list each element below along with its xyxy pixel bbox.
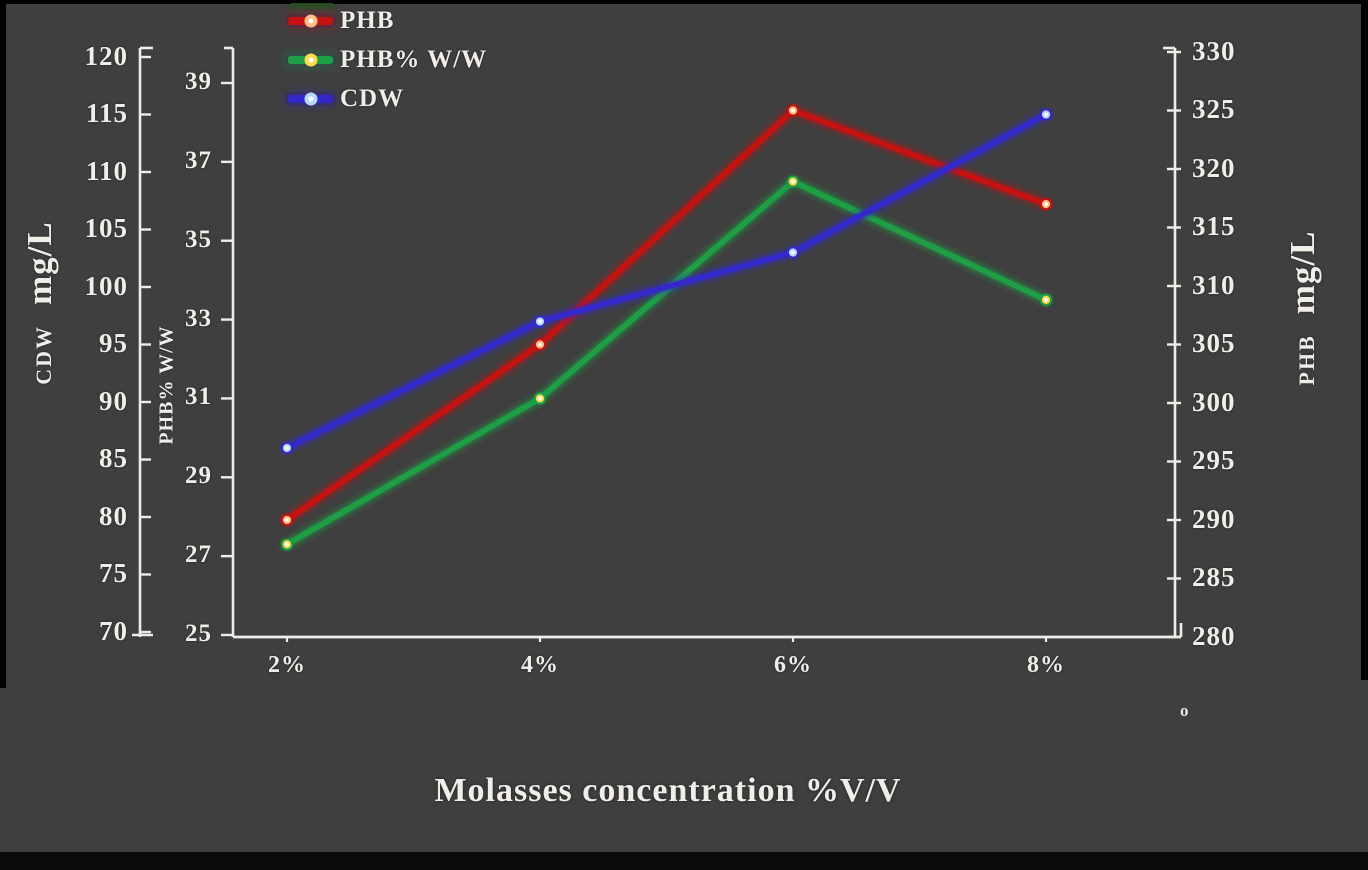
- frame-border-right: [1361, 0, 1368, 680]
- frame-border-bottom: [0, 852, 1368, 870]
- tick-label: 300: [1192, 386, 1236, 417]
- legend-label-phb-pct: PHB% W/W: [340, 45, 488, 73]
- tick-label: 37: [185, 146, 212, 174]
- tick-label: 27: [185, 541, 212, 569]
- data-point-marker: [280, 513, 294, 527]
- data-point-marker: [786, 246, 800, 259]
- tick-label: 70: [99, 615, 128, 646]
- tick-label: 120: [84, 40, 128, 71]
- tick-label: 110: [85, 155, 128, 186]
- legend-item-phb: PHB: [288, 1, 487, 40]
- tick-label: 31: [185, 383, 212, 411]
- legend-swatch-phb: [288, 14, 333, 27]
- data-point-marker: [533, 315, 547, 328]
- tick-label: 330: [1192, 35, 1236, 66]
- stray-glyph: o: [1180, 701, 1189, 720]
- tick-label: 315: [1192, 211, 1236, 242]
- tick-label: 29: [185, 462, 212, 490]
- tick-label: 95: [99, 328, 128, 359]
- data-point-marker: [280, 441, 294, 455]
- series-phb: [278, 102, 1055, 529]
- data-point-marker: [786, 175, 800, 188]
- legend-label-cdw: CDW: [340, 84, 405, 112]
- data-point-marker: [1039, 293, 1053, 307]
- data-point-marker: [533, 392, 547, 405]
- tick-label: 39: [185, 68, 212, 95]
- legend-marker-core-icon: [308, 96, 313, 101]
- legend-item-phb-pct: PHB% W/W: [288, 40, 487, 79]
- data-point-marker: [1039, 197, 1053, 211]
- legend-label-phb: PHB: [340, 6, 395, 34]
- series-cdw: [278, 106, 1055, 457]
- tick-label: 115: [85, 98, 128, 129]
- cdw-axis: [132, 46, 153, 637]
- data-point-marker: [1039, 108, 1053, 121]
- tick-label: 320: [1192, 152, 1236, 183]
- tick-label: 295: [1192, 445, 1236, 476]
- legend-item-cdw: CDW: [288, 79, 487, 118]
- cropped-legend-artifact: [290, 3, 334, 9]
- x-category-label: 8%: [1027, 652, 1065, 678]
- frame-border-left: [0, 0, 6, 688]
- data-point-marker: [533, 338, 547, 351]
- tick-label: 100: [84, 270, 128, 301]
- x-axis-title: Molasses concentration %V/V: [434, 772, 902, 809]
- tick-label: 305: [1192, 328, 1236, 359]
- tick-label: 310: [1192, 269, 1236, 300]
- legend-swatch-phb-pct: [288, 53, 333, 66]
- x-category-label: 6%: [774, 652, 812, 678]
- data-point-marker: [280, 538, 294, 551]
- legend-marker-core-icon: [308, 18, 313, 23]
- phb-axis-unit-label: mg/L: [1283, 230, 1322, 315]
- tick-label: 105: [84, 213, 128, 244]
- tick-label: 325: [1192, 94, 1236, 125]
- phb-axis-name-label: PHB: [1294, 334, 1319, 386]
- tick-label: 90: [99, 385, 128, 416]
- frame-border-top: [0, 0, 1368, 4]
- tick-label: 285: [1192, 562, 1236, 593]
- legend-marker-core-icon: [308, 57, 313, 62]
- legend-swatch-cdw: [288, 92, 333, 105]
- tick-label: 85: [99, 443, 128, 474]
- x-category-label: 2%: [268, 652, 306, 678]
- tick-label: 80: [99, 500, 128, 531]
- legend: PHB PHB% W/W CDW: [288, 1, 487, 118]
- phb-axis-title: PHB mg/L: [1283, 231, 1323, 386]
- tick-label: 290: [1192, 503, 1236, 534]
- tick-label: 33: [185, 304, 212, 332]
- cdw-axis-title: CDWmg/L: [20, 221, 60, 385]
- tick-label: 75: [99, 558, 128, 589]
- series-phb-w-w: [278, 173, 1055, 553]
- x-axis: [233, 623, 1183, 642]
- phb_pct-axis: [221, 46, 235, 637]
- x-category-label: 4%: [521, 652, 559, 678]
- tick-label: 280: [1192, 620, 1236, 651]
- phb-axis: [1163, 46, 1181, 639]
- tick-label: 25: [185, 620, 212, 647]
- tick-label: 35: [185, 225, 212, 253]
- data-point-marker: [786, 104, 800, 117]
